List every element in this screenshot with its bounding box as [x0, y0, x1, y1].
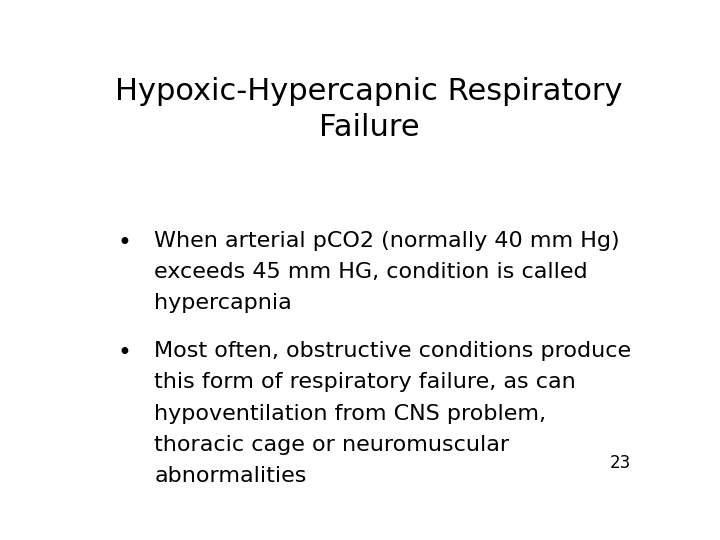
Text: exceeds 45 mm HG, condition is called: exceeds 45 mm HG, condition is called	[154, 262, 588, 282]
Text: hypoventilation from CNS problem,: hypoventilation from CNS problem,	[154, 404, 546, 424]
Text: this form of respiratory failure, as can: this form of respiratory failure, as can	[154, 373, 576, 393]
Text: When arterial pCO2 (normally 40 mm Hg): When arterial pCO2 (normally 40 mm Hg)	[154, 231, 620, 251]
Text: •: •	[118, 231, 132, 255]
Text: Most often, obstructive conditions produce: Most often, obstructive conditions produ…	[154, 341, 631, 361]
Text: hypercapnia: hypercapnia	[154, 294, 292, 314]
Text: Hypoxic-Hypercapnic Respiratory
Failure: Hypoxic-Hypercapnic Respiratory Failure	[115, 77, 623, 142]
Text: •: •	[118, 341, 132, 365]
Text: abnormalities: abnormalities	[154, 466, 307, 486]
Text: thoracic cage or neuromuscular: thoracic cage or neuromuscular	[154, 435, 509, 455]
Text: 23: 23	[610, 454, 631, 472]
